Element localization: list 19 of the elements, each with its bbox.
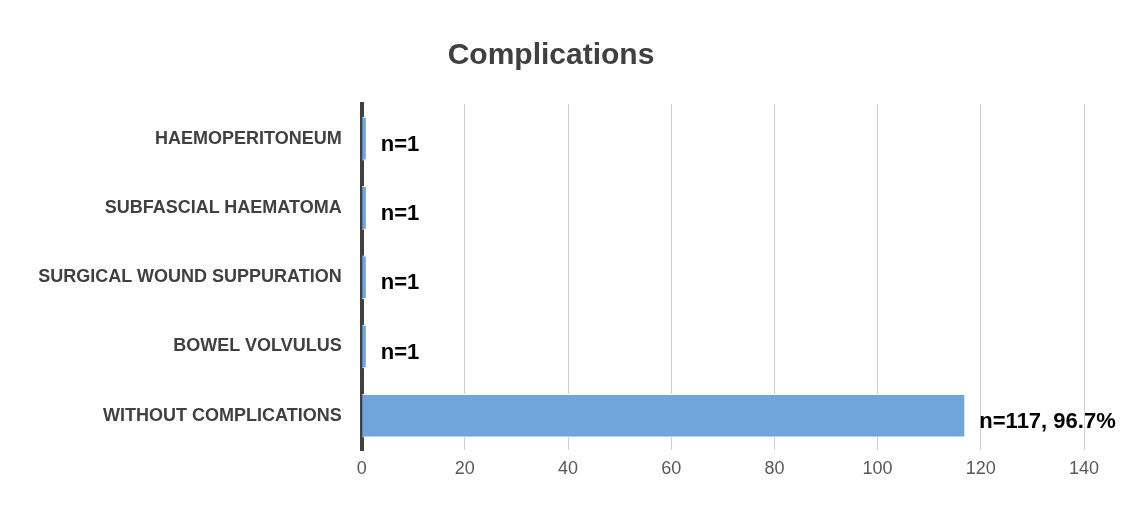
data-label: n=1 <box>380 338 420 364</box>
x-tick-label: 120 <box>965 458 996 479</box>
y-tick-label: BOWEL VOLVULUS <box>173 335 342 356</box>
x-tick-label: 100 <box>862 458 893 479</box>
data-label: n=117, 96.7% <box>979 407 1116 433</box>
y-tick-label: HAEMOPERITONEUM <box>154 127 342 148</box>
y-tick-label: SURGICAL WOUND SUPPURATION <box>38 266 342 287</box>
data-label: n=1 <box>380 269 420 295</box>
x-tick-label: 20 <box>454 458 475 479</box>
data-label: n=1 <box>380 130 420 156</box>
y-tick-label: SUBFASCIAL HAEMATOMA <box>104 196 342 217</box>
y-tick-label: WITHOUT COMPLICATIONS <box>103 404 342 425</box>
x-tick-label: 80 <box>764 458 785 479</box>
x-tick-label: 140 <box>1068 458 1100 479</box>
data-label: n=1 <box>380 199 420 225</box>
x-tick-label: 40 <box>558 458 579 479</box>
chart-title: Complications <box>447 37 655 71</box>
x-tick-label: 60 <box>661 458 682 479</box>
x-tick-label: 0 <box>356 458 367 479</box>
